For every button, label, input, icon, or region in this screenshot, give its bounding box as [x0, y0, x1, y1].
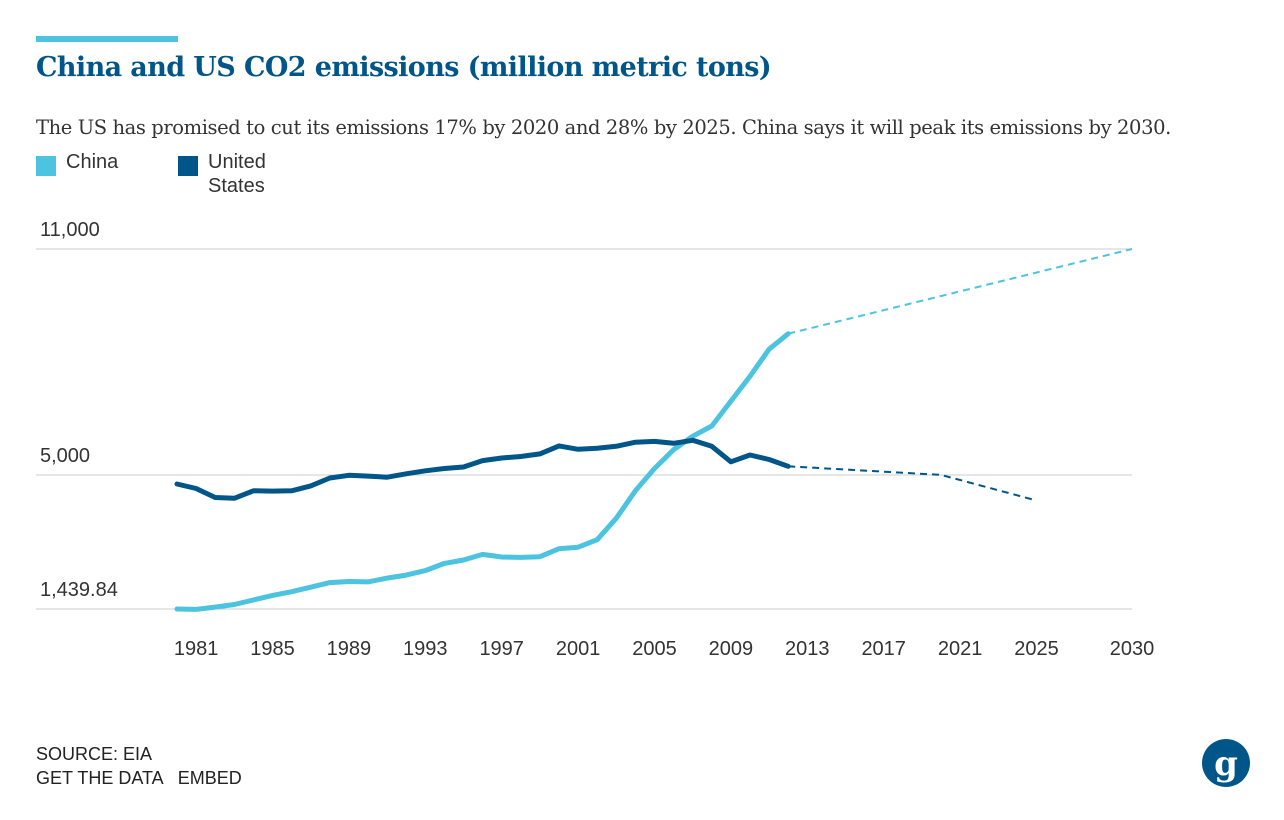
y-tick-label: 5,000 [40, 445, 90, 467]
legend-swatch-us [178, 156, 198, 176]
legend-item-us: United States [178, 150, 280, 198]
projection-line-us [788, 465, 1037, 502]
guardian-logo-circle [1202, 739, 1250, 787]
x-tick-label: 2025 [1014, 638, 1059, 660]
x-tick-label: 2005 [632, 638, 677, 660]
legend-label-us: United States [208, 151, 266, 197]
projection-line-china [787, 248, 1133, 335]
x-tick-label: 1989 [327, 638, 372, 660]
guardian-logo-g-icon: g [1214, 744, 1238, 784]
series-line-us [174, 437, 791, 501]
legend-item-china: China [36, 150, 138, 198]
series-line-china [174, 331, 791, 612]
y-tick-label: 11,000 [40, 219, 100, 241]
header-accent-bar [36, 36, 178, 42]
guardian-logo[interactable]: g [1198, 738, 1254, 788]
x-tick-label: 2030 [1110, 638, 1155, 660]
chart-title: China and US CO2 emissions (million metr… [36, 52, 772, 83]
source-note: SOURCE: EIA [36, 744, 153, 764]
x-tick-label: 1985 [250, 638, 295, 660]
get-the-data-link[interactable]: GET THE DATA [36, 768, 164, 788]
footer-links: GET THE DATA EMBED [36, 766, 256, 790]
x-tick-label: 2013 [785, 638, 830, 660]
x-tick-label: 2017 [861, 638, 906, 660]
x-tick-label: 1981 [174, 638, 219, 660]
chart-subtitle: The US has promised to cut its emissions… [36, 116, 1171, 139]
footer: SOURCE: EIA GET THE DATA EMBED [36, 742, 256, 790]
x-tick-label: 1993 [403, 638, 448, 660]
legend-label-china: China [66, 151, 119, 173]
x-tick-label: 2001 [556, 638, 601, 660]
legend-swatch-china [36, 156, 56, 176]
y-tick-label: 1,439.84 [40, 579, 118, 601]
legend: China United States [36, 150, 320, 198]
line-chart: 11,000 5,000 1,439.84 1981 1985 1989 1993 1997 2… [36, 219, 1155, 660]
x-tick-label: 2009 [709, 638, 754, 660]
x-tick-label: 1997 [479, 638, 524, 660]
x-tick-label: 2021 [938, 638, 983, 660]
embed-link[interactable]: EMBED [177, 768, 242, 788]
